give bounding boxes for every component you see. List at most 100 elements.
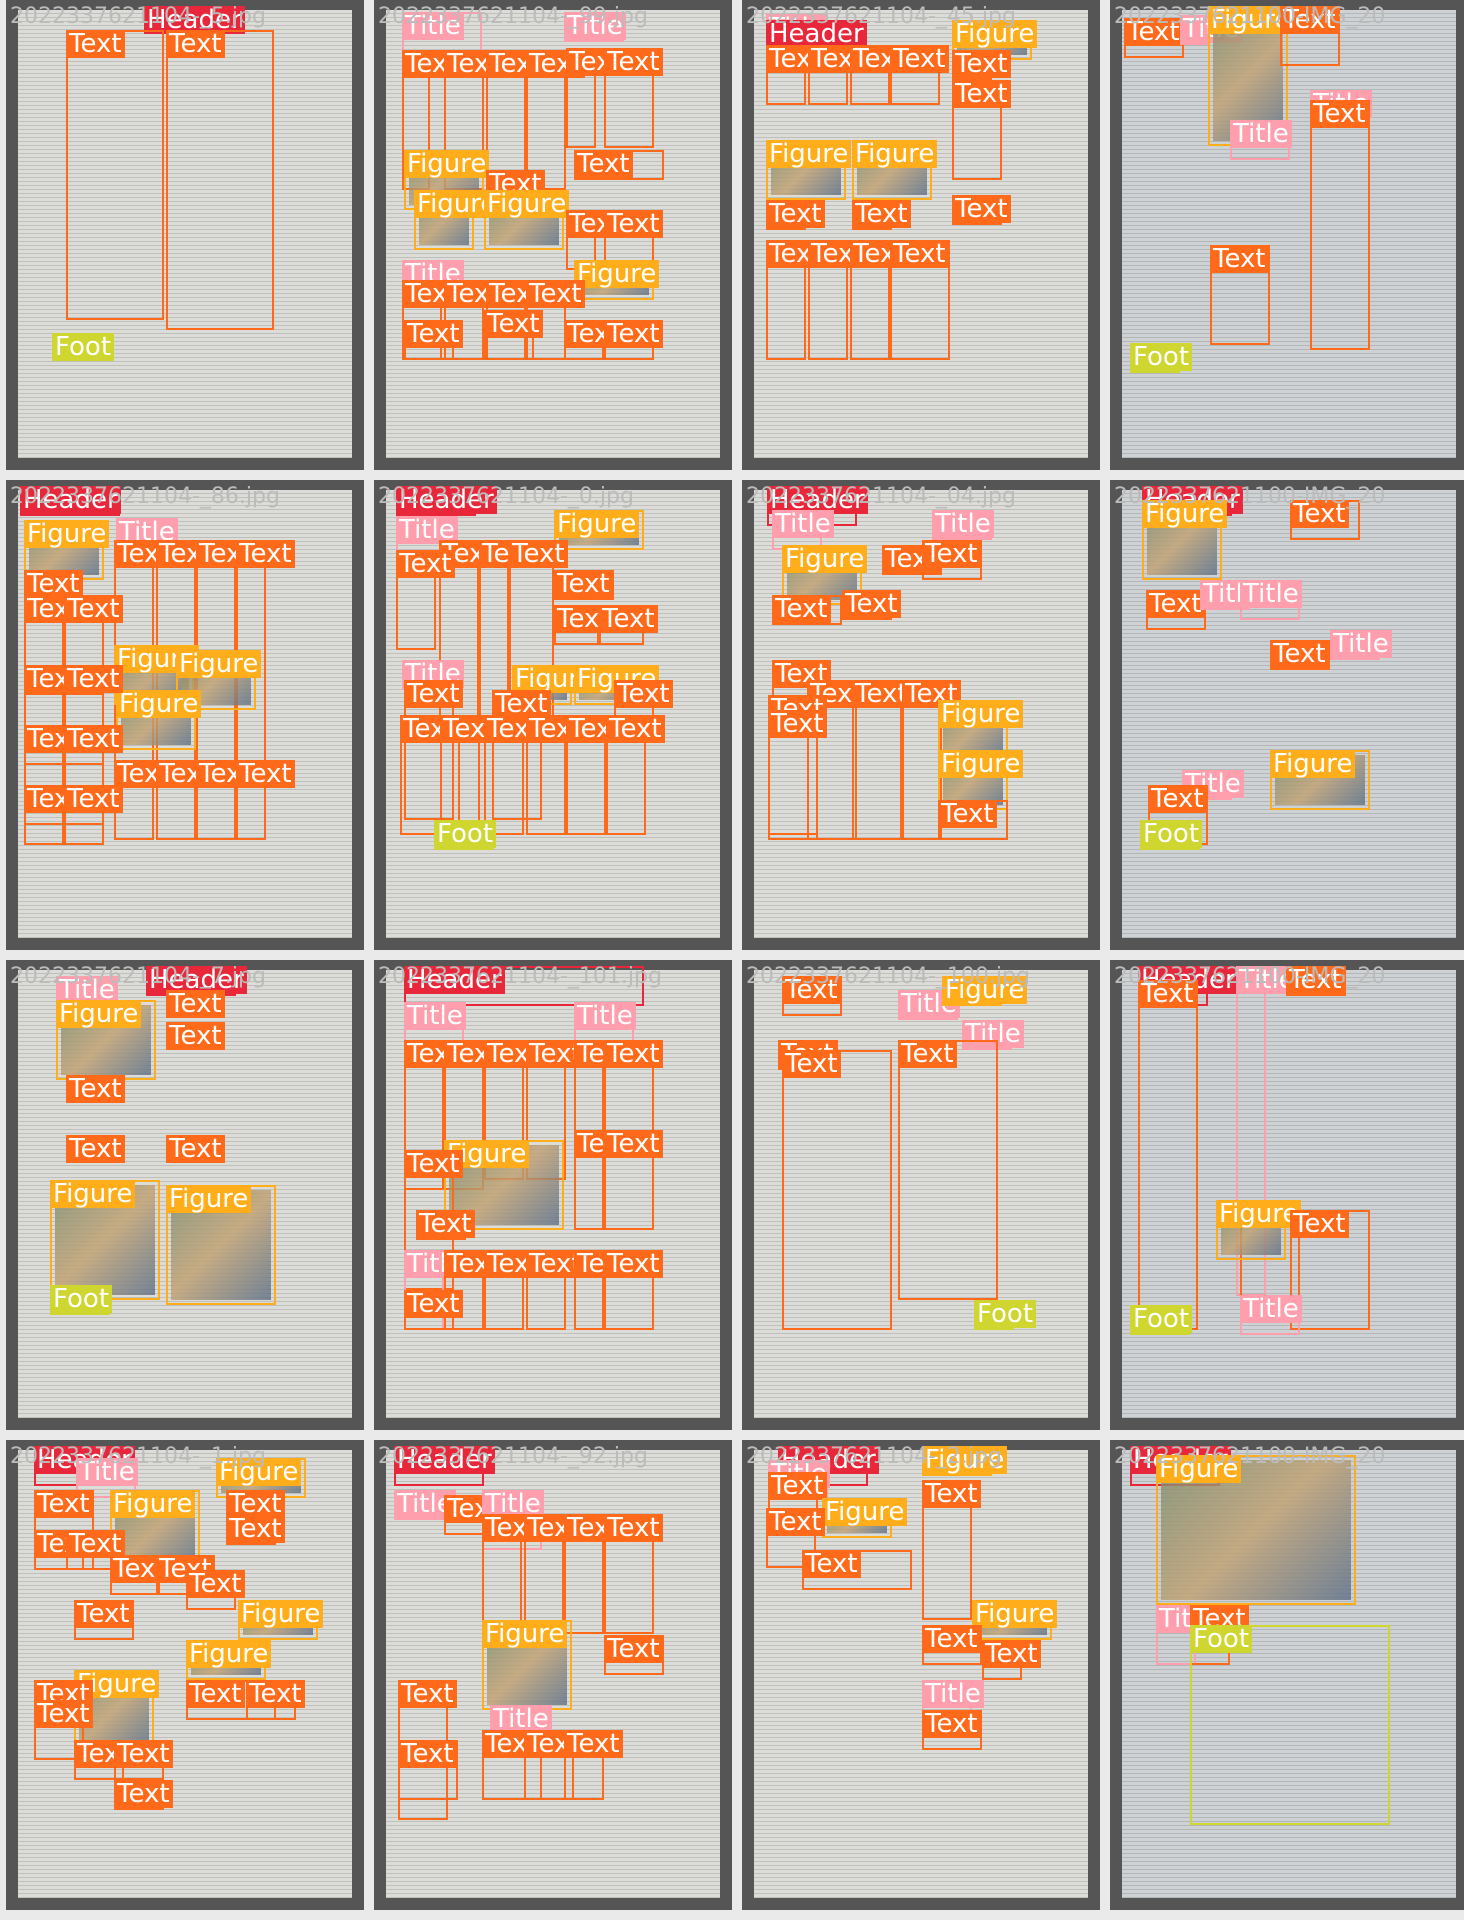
text-box: Text [614, 680, 673, 720]
figure-box: Figure [942, 976, 1028, 1006]
class-label: Text [574, 150, 633, 178]
class-label: Text [404, 320, 463, 348]
class-label: Text [166, 990, 225, 1018]
title-box: Title [1240, 1295, 1302, 1335]
page-tile: 2022337621104-_04.jpg Header Title Title Fig… [742, 480, 1100, 950]
page-tile: 2022337621104-_100.jpgTextTitleFigureTex… [742, 960, 1100, 1430]
text-box: Text [604, 1635, 664, 1675]
text-box: Text [599, 605, 658, 645]
class-label: Title [482, 1490, 544, 1518]
class-label: Text [156, 1555, 215, 1583]
foot-box: Foot [434, 820, 497, 850]
header-box: Header [144, 6, 245, 34]
class-label: Header [396, 486, 497, 514]
class-label: Text [1146, 590, 1205, 618]
class-label: Figure [216, 1458, 302, 1486]
text-box: Text [982, 1640, 1041, 1680]
class-label: Text [604, 1040, 663, 1068]
text-box: Text [186, 1570, 245, 1610]
class-label: Header [144, 6, 245, 34]
text-box: Text [772, 595, 842, 625]
class-label: Text [599, 605, 658, 633]
text-box: Text [66, 1135, 125, 1163]
class-label: Figure [554, 510, 640, 538]
figure-box: Figure [574, 260, 660, 300]
class-label: Title [402, 12, 464, 40]
figure-box: Figure [922, 1446, 1008, 1476]
figure-image [1161, 1460, 1351, 1600]
page-tile: 2022337621100-IMG_20HeaderFigureTitleTex… [1110, 1440, 1464, 1910]
class-label: Text [890, 45, 949, 73]
class-label: Text [246, 1680, 305, 1708]
text-box: Text [64, 665, 123, 765]
title-box: Title [772, 510, 834, 550]
class-label: Title [1240, 580, 1302, 608]
class-label: Text [226, 1515, 285, 1543]
header-box: Header [20, 486, 121, 516]
class-label: Text [1210, 245, 1269, 273]
class-label: Text [772, 595, 831, 623]
title-box: Title [564, 12, 626, 42]
class-label: Text [236, 760, 295, 788]
text-box: Text [1146, 590, 1206, 630]
title-box: Title [482, 1490, 544, 1550]
text-box: Text [808, 240, 867, 360]
page-tile: 2022337621104-_0.jpg Header Title Figure Tex… [374, 480, 732, 950]
class-label: Text [398, 1740, 457, 1768]
figure-box: Figure [484, 190, 570, 250]
page-tile: 2022337621100-IMG_20HeaderTextTitleTextT… [1110, 960, 1464, 1430]
class-label: Figure [938, 750, 1024, 778]
title-box: Title [922, 1680, 984, 1720]
text-box: Text [404, 680, 463, 820]
text-box: Text [1210, 245, 1270, 345]
text-box: Text [1290, 1210, 1370, 1330]
figure-box: Figure [116, 690, 202, 750]
text-box: Text [890, 45, 949, 105]
text-box: Text [604, 320, 663, 360]
text-box: Text [114, 1740, 173, 1780]
figure-box: Figure [766, 140, 852, 200]
header-box: Header [394, 1446, 495, 1486]
foot-box: Foot [1130, 343, 1193, 373]
text-box: Text [766, 200, 825, 230]
class-label: Text [604, 48, 663, 76]
class-label: Title [394, 1490, 456, 1518]
foot-box: Foot [1140, 820, 1203, 850]
figure-box: Figure [938, 750, 1024, 810]
foot-box: Foot [1130, 1305, 1193, 1335]
title-box: Title [1230, 120, 1292, 160]
class-label: Title [396, 516, 458, 544]
text-box: Text [398, 1740, 458, 1800]
text-box: Text [566, 48, 625, 148]
text-box: Text [850, 240, 909, 360]
image-filename: 2022337621100-IMG_20 [1114, 964, 1386, 989]
header-box: Header [396, 486, 497, 516]
text-box: Text [1280, 6, 1340, 66]
class-label: Text [404, 1150, 463, 1178]
class-label: Foot [1130, 343, 1193, 371]
class-label: Text [114, 1740, 173, 1768]
figure-box: Figure [166, 1185, 276, 1305]
class-label: Figure [166, 1185, 252, 1213]
title-box: Title [490, 1705, 552, 1745]
class-label: Text [768, 1472, 827, 1500]
text-box: Text [526, 1250, 585, 1330]
class-label: Text [782, 976, 841, 1004]
text-box: Text [604, 1040, 663, 1140]
class-label: Figure [56, 1000, 142, 1028]
class-label: Title [772, 510, 834, 538]
text-box: Text [1270, 640, 1330, 670]
text-box: Text [604, 210, 663, 270]
class-label: Figure [972, 1600, 1058, 1628]
class-label: Text [226, 1490, 285, 1518]
text-box: Text [74, 1600, 134, 1640]
text-box: Text [766, 240, 825, 360]
text-box: Text [404, 1150, 463, 1290]
text-box: Text [922, 1710, 982, 1750]
class-label: Text [604, 1130, 663, 1158]
class-label: Text [64, 725, 123, 753]
class-label: Text [66, 1075, 125, 1103]
text-box: Text [396, 550, 455, 650]
figure-box: Figure [1270, 750, 1370, 810]
